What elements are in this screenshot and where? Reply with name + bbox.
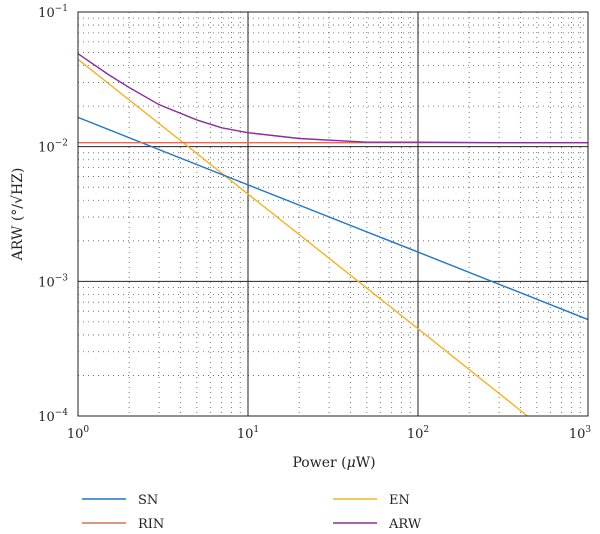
series-line-arw bbox=[77, 53, 588, 144]
y-tick-labels: 10−4 10−3 10−2 10−1 bbox=[38, 4, 68, 425]
legend-label-rin: RIN bbox=[138, 517, 164, 532]
x-tick-label: 102 bbox=[407, 425, 429, 442]
legend-label-arw: ARW bbox=[388, 517, 422, 532]
series-line-sn bbox=[77, 116, 589, 321]
y-axis-label: ARW (°/√HZ) bbox=[10, 168, 26, 262]
x-tick-label: 103 bbox=[569, 425, 592, 442]
y-tick-label: 10−1 bbox=[38, 4, 68, 21]
x-tick-label: 100 bbox=[67, 425, 90, 442]
x-tick-labels: 100 101 102 103 bbox=[67, 425, 592, 442]
x-axis-label: Power (μW) bbox=[292, 455, 375, 471]
y-tick-label: 10−4 bbox=[38, 408, 68, 425]
legend: SN EN RIN ARW bbox=[82, 493, 422, 532]
plot-grid bbox=[77, 11, 589, 417]
y-tick-label: 10−3 bbox=[38, 273, 68, 290]
x-tick-label: 101 bbox=[237, 425, 259, 442]
legend-label-en: EN bbox=[389, 493, 410, 508]
plot-series bbox=[77, 53, 589, 417]
legend-label-sn: SN bbox=[138, 493, 158, 508]
series-line-en bbox=[77, 58, 528, 417]
y-tick-label: 10−2 bbox=[38, 139, 68, 156]
plot-frame bbox=[77, 11, 589, 417]
